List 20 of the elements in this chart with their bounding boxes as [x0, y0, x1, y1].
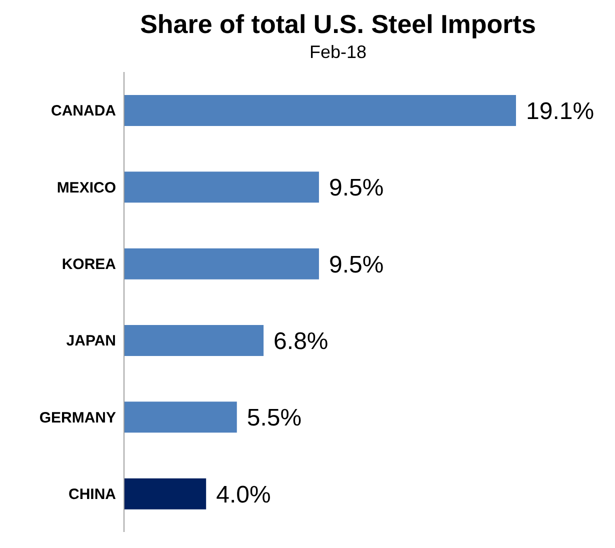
- data-label: 4.0%: [216, 481, 271, 508]
- y-tick-label: JAPAN: [66, 332, 116, 350]
- y-tick-label: MEXICO: [56, 179, 116, 196]
- y-tick-label: CANADA: [51, 102, 116, 120]
- chart-title: Share of total U.S. Steel Imports: [139, 8, 537, 40]
- bar: [124, 478, 206, 510]
- bar: [124, 248, 319, 280]
- y-tick-label: CHINA: [68, 486, 116, 503]
- data-label: 5.5%: [246, 404, 302, 432]
- bar: [124, 325, 264, 356]
- chart-subtitle: Feb-18: [308, 41, 368, 64]
- data-label: 9.5%: [328, 251, 384, 278]
- data-label: 9.5%: [328, 174, 384, 202]
- y-tick-label: KOREA: [62, 256, 116, 273]
- data-label: 19.1%: [526, 98, 594, 126]
- y-tick-label: GERMANY: [39, 409, 116, 426]
- bar: [124, 95, 516, 126]
- bar: [124, 172, 319, 203]
- bar: [124, 402, 237, 433]
- data-label: 6.8%: [274, 328, 328, 356]
